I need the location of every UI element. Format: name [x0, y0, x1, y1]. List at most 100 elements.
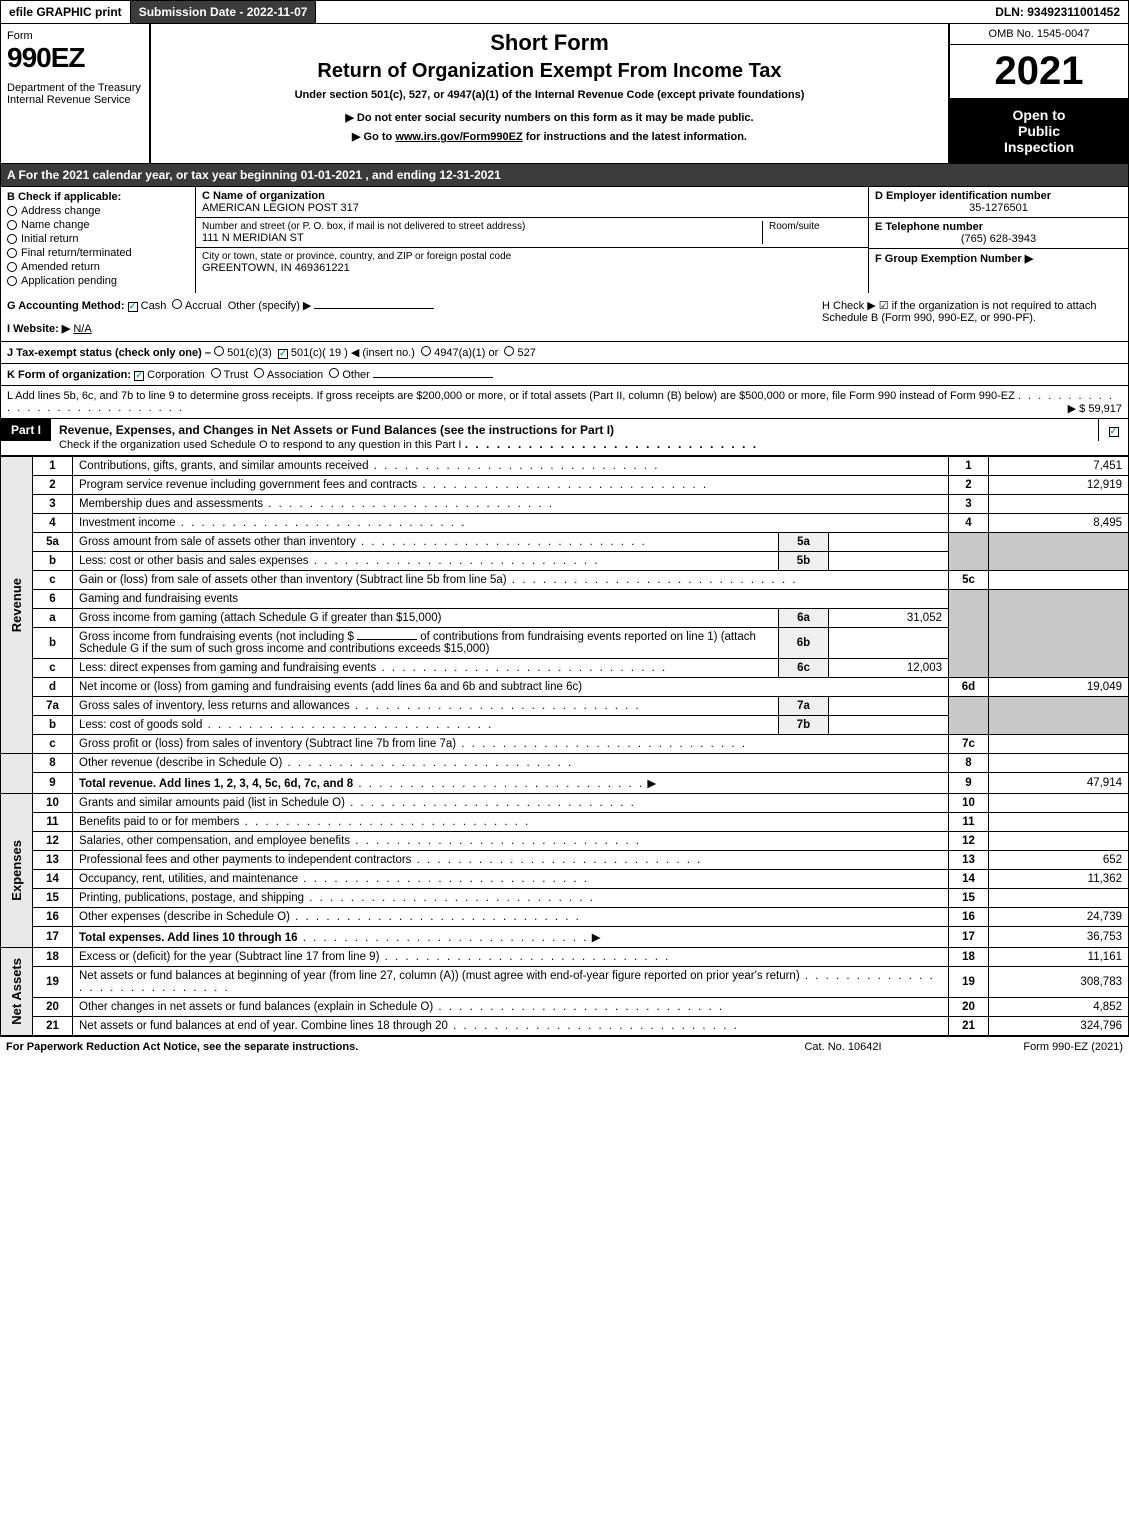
l8-d: Other revenue (describe in Schedule O) [79, 757, 282, 769]
j-label: J Tax-exempt status (check only one) – [7, 347, 211, 359]
chk-527[interactable] [504, 346, 514, 356]
efile-label[interactable]: efile GRAPHIC print [1, 1, 131, 23]
website-val: N/A [73, 323, 91, 335]
l5b-d: Less: cost or other basis and sales expe… [79, 555, 309, 567]
inspect-1: Open to [954, 107, 1124, 123]
l16-v: 24,739 [989, 908, 1129, 927]
part-i-title: Revenue, Expenses, and Changes in Net As… [51, 419, 1098, 455]
irs-link[interactable]: www.irs.gov/Form990EZ [395, 131, 522, 143]
opt-address: Address change [21, 205, 101, 217]
accrual-lbl: Accrual [185, 300, 222, 312]
header-center: Short Form Return of Organization Exempt… [151, 24, 948, 163]
l3-d: Membership dues and assessments [79, 498, 263, 510]
inspect-2: Public [954, 123, 1124, 139]
chk-other-org[interactable] [329, 368, 339, 378]
opt-amended: Amended return [21, 261, 100, 273]
j-o2: 501(c)( 19 ) ◀ (insert no.) [291, 347, 415, 359]
org-name: AMERICAN LEGION POST 317 [202, 202, 862, 214]
l5a-sv [829, 533, 949, 552]
chk-schedule-o[interactable] [1109, 427, 1119, 437]
l2-v: 12,919 [989, 476, 1129, 495]
goto-pre: ▶ Go to [352, 131, 395, 143]
form-number: 990EZ [7, 42, 143, 74]
row-j: J Tax-exempt status (check only one) – 5… [0, 342, 1129, 364]
l9-d: Total revenue. Add lines 1, 2, 3, 4, 5c,… [79, 778, 353, 790]
l3-v [989, 495, 1129, 514]
l21-v: 324,796 [989, 1017, 1129, 1036]
l14-d: Occupancy, rent, utilities, and maintena… [79, 873, 298, 885]
l14-v: 11,362 [989, 870, 1129, 889]
part-i-header: Part I Revenue, Expenses, and Changes in… [0, 419, 1129, 456]
inspect-3: Inspection [954, 139, 1124, 155]
l2-d: Program service revenue including govern… [79, 479, 417, 491]
j-o4: 527 [518, 347, 536, 359]
goto-post: for instructions and the latest informat… [523, 131, 747, 143]
chk-name-change[interactable] [7, 220, 17, 230]
b-label: B Check if applicable: [7, 191, 189, 203]
chk-final[interactable] [7, 248, 17, 258]
k-o3: Association [267, 369, 323, 381]
expenses-vlabel: Expenses [7, 836, 26, 905]
h-text: H Check ▶ ☑ if the organization is not r… [822, 299, 1122, 335]
l7b-d: Less: cost of goods sold [79, 719, 202, 731]
l17-v: 36,753 [989, 927, 1129, 948]
ssn-warning: ▶ Do not enter social security numbers o… [171, 111, 928, 124]
opt-name: Name change [21, 219, 90, 231]
col-d: D Employer identification number 35-1276… [868, 187, 1128, 293]
l9-v: 47,914 [989, 773, 1129, 794]
chk-pending[interactable] [7, 276, 17, 286]
chk-address-change[interactable] [7, 206, 17, 216]
title-return: Return of Organization Exempt From Incom… [171, 60, 928, 83]
l18-v: 11,161 [989, 948, 1129, 967]
l6-d: Gaming and fundraising events [73, 590, 949, 609]
k-o4: Other [342, 369, 370, 381]
g-label: G Accounting Method: [7, 300, 125, 312]
l15-d: Printing, publications, postage, and shi… [79, 892, 304, 904]
k-o1: Corporation [147, 369, 204, 381]
chk-501c[interactable] [278, 349, 288, 359]
l5c-v [989, 571, 1129, 590]
tel-val: (765) 628-3943 [875, 233, 1122, 245]
l13-d: Professional fees and other payments to … [79, 854, 411, 866]
chk-assoc[interactable] [254, 368, 264, 378]
opt-initial: Initial return [21, 233, 78, 245]
j-o3: 4947(a)(1) or [434, 347, 498, 359]
city-lbl: City or town, state or province, country… [202, 251, 862, 262]
l10-v [989, 794, 1129, 813]
title-short-form: Short Form [171, 30, 928, 56]
chk-cash[interactable] [128, 302, 138, 312]
row-k: K Form of organization: Corporation Trus… [0, 364, 1129, 386]
chk-amended[interactable] [7, 262, 17, 272]
l-text: L Add lines 5b, 6c, and 7b to line 9 to … [7, 390, 1015, 402]
other-input[interactable] [314, 308, 434, 309]
chk-trust[interactable] [211, 368, 221, 378]
chk-corp[interactable] [134, 371, 144, 381]
chk-501c3[interactable] [214, 346, 224, 356]
header-right: OMB No. 1545-0047 2021 Open to Public In… [948, 24, 1128, 163]
l6b-input[interactable] [357, 639, 417, 640]
l8-v [989, 754, 1129, 773]
l6b-d1: Gross income from fundraising events (no… [79, 631, 354, 643]
l4-v: 8,495 [989, 514, 1129, 533]
form-header: Form 990EZ Department of the Treasury In… [0, 24, 1129, 164]
chk-accrual[interactable] [172, 299, 182, 309]
room-lbl: Room/suite [769, 221, 862, 232]
other-org-input[interactable] [373, 377, 493, 378]
l16-d: Other expenses (describe in Schedule O) [79, 911, 290, 923]
l13-v: 652 [989, 851, 1129, 870]
chk-4947[interactable] [421, 346, 431, 356]
chk-initial[interactable] [7, 234, 17, 244]
netassets-vlabel: Net Assets [7, 954, 26, 1029]
c-name-lbl: C Name of organization [202, 190, 862, 202]
l11-d: Benefits paid to or for members [79, 816, 239, 828]
part-i-badge: Part I [1, 419, 51, 441]
l6a-sv: 31,052 [829, 609, 949, 628]
l1-v: 7,451 [989, 457, 1129, 476]
row-a: A For the 2021 calendar year, or tax yea… [0, 164, 1129, 187]
l6c-d: Less: direct expenses from gaming and fu… [79, 662, 376, 674]
l17-d: Total expenses. Add lines 10 through 16 [79, 932, 298, 944]
part-i-sub: Check if the organization used Schedule … [59, 439, 461, 451]
irs-label: Internal Revenue Service [7, 94, 143, 106]
l7a-d: Gross sales of inventory, less returns a… [79, 700, 350, 712]
l6c-sv: 12,003 [829, 659, 949, 678]
